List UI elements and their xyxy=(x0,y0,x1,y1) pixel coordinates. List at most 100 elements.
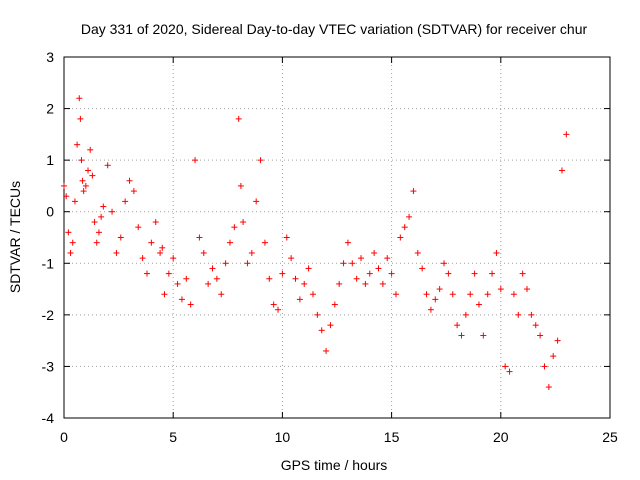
data-point xyxy=(257,157,264,164)
data-point xyxy=(226,239,233,246)
grid-lines xyxy=(64,57,610,418)
data-point xyxy=(467,291,474,298)
data-point xyxy=(366,270,373,277)
data-point xyxy=(454,322,461,329)
data-point xyxy=(288,255,295,262)
data-point xyxy=(89,172,96,179)
data-point xyxy=(79,177,86,184)
x-tick-label: 20 xyxy=(493,429,509,445)
data-point xyxy=(506,368,513,375)
data-point xyxy=(165,270,172,277)
data-point xyxy=(170,255,177,262)
x-tick-label: 15 xyxy=(384,429,400,445)
data-point xyxy=(558,167,565,174)
data-point xyxy=(183,275,190,282)
data-point xyxy=(362,280,369,287)
data-point xyxy=(139,255,146,262)
data-point xyxy=(78,157,85,164)
data-point xyxy=(427,306,434,313)
data-point xyxy=(462,311,469,318)
data-point xyxy=(235,115,242,122)
data-point xyxy=(85,167,92,174)
y-tick-label: 1 xyxy=(46,152,54,168)
x-tick-label: 10 xyxy=(275,429,291,445)
data-points xyxy=(61,95,570,391)
data-point xyxy=(305,265,312,272)
data-point xyxy=(441,260,448,267)
data-point xyxy=(419,265,426,272)
y-tick-label: -3 xyxy=(42,358,55,374)
data-point xyxy=(519,270,526,277)
data-point xyxy=(392,291,399,298)
data-point xyxy=(152,219,159,226)
data-point xyxy=(178,296,185,303)
data-point xyxy=(130,188,137,195)
data-point xyxy=(353,275,360,282)
data-point xyxy=(69,239,76,246)
data-point xyxy=(397,234,404,241)
data-point xyxy=(122,198,129,205)
data-point xyxy=(77,115,84,122)
data-point xyxy=(71,198,78,205)
data-point xyxy=(445,270,452,277)
data-point xyxy=(344,239,351,246)
axis-ticks: 0 5 10 15 20 25 -4 -3 -2 -1 0 1 2 3 xyxy=(42,49,618,445)
chart-title: Day 331 of 2020, Sidereal Day-to-day VTE… xyxy=(81,21,588,37)
data-point xyxy=(213,275,220,282)
data-point xyxy=(253,198,260,205)
data-point xyxy=(126,177,133,184)
data-point xyxy=(275,306,282,313)
data-point xyxy=(117,234,124,241)
data-point xyxy=(91,219,98,226)
data-point xyxy=(61,182,67,189)
data-point xyxy=(314,311,321,318)
data-point xyxy=(270,301,277,308)
data-point xyxy=(537,332,544,339)
y-tick-label: 0 xyxy=(46,204,54,220)
x-tick-label: 25 xyxy=(602,429,618,445)
data-point xyxy=(283,234,290,241)
data-point xyxy=(379,280,386,287)
data-point xyxy=(205,280,212,287)
data-point xyxy=(95,229,102,236)
data-point xyxy=(65,229,72,236)
data-point xyxy=(493,249,500,256)
data-point xyxy=(515,311,522,318)
data-point xyxy=(104,162,111,169)
data-point xyxy=(279,270,286,277)
data-point xyxy=(436,286,443,293)
data-point xyxy=(109,208,116,215)
data-point xyxy=(113,249,120,256)
data-point xyxy=(240,219,247,226)
data-point xyxy=(261,239,268,246)
data-point xyxy=(93,239,100,246)
data-point xyxy=(192,157,199,164)
data-point xyxy=(414,249,421,256)
data-point xyxy=(541,363,548,370)
data-point xyxy=(87,146,94,153)
data-point xyxy=(296,296,303,303)
data-point xyxy=(554,337,561,344)
data-point xyxy=(563,131,570,138)
data-point xyxy=(458,332,465,339)
data-point xyxy=(98,213,105,220)
data-point xyxy=(524,286,531,293)
data-point xyxy=(301,280,308,287)
data-point xyxy=(410,188,417,195)
y-axis-label: SDTVAR / TECUs xyxy=(7,181,23,293)
data-point xyxy=(209,265,216,272)
y-tick-label: -2 xyxy=(42,307,55,323)
data-point xyxy=(67,249,74,256)
data-point xyxy=(187,301,194,308)
data-point xyxy=(174,280,181,287)
y-tick-label: -4 xyxy=(42,410,55,426)
data-point xyxy=(484,291,491,298)
data-point xyxy=(244,260,251,267)
data-point xyxy=(143,270,150,277)
data-point xyxy=(340,260,347,267)
data-point xyxy=(76,95,83,102)
y-tick-label: 3 xyxy=(46,49,54,65)
y-tick-label: 2 xyxy=(46,101,54,117)
data-point xyxy=(63,193,70,200)
